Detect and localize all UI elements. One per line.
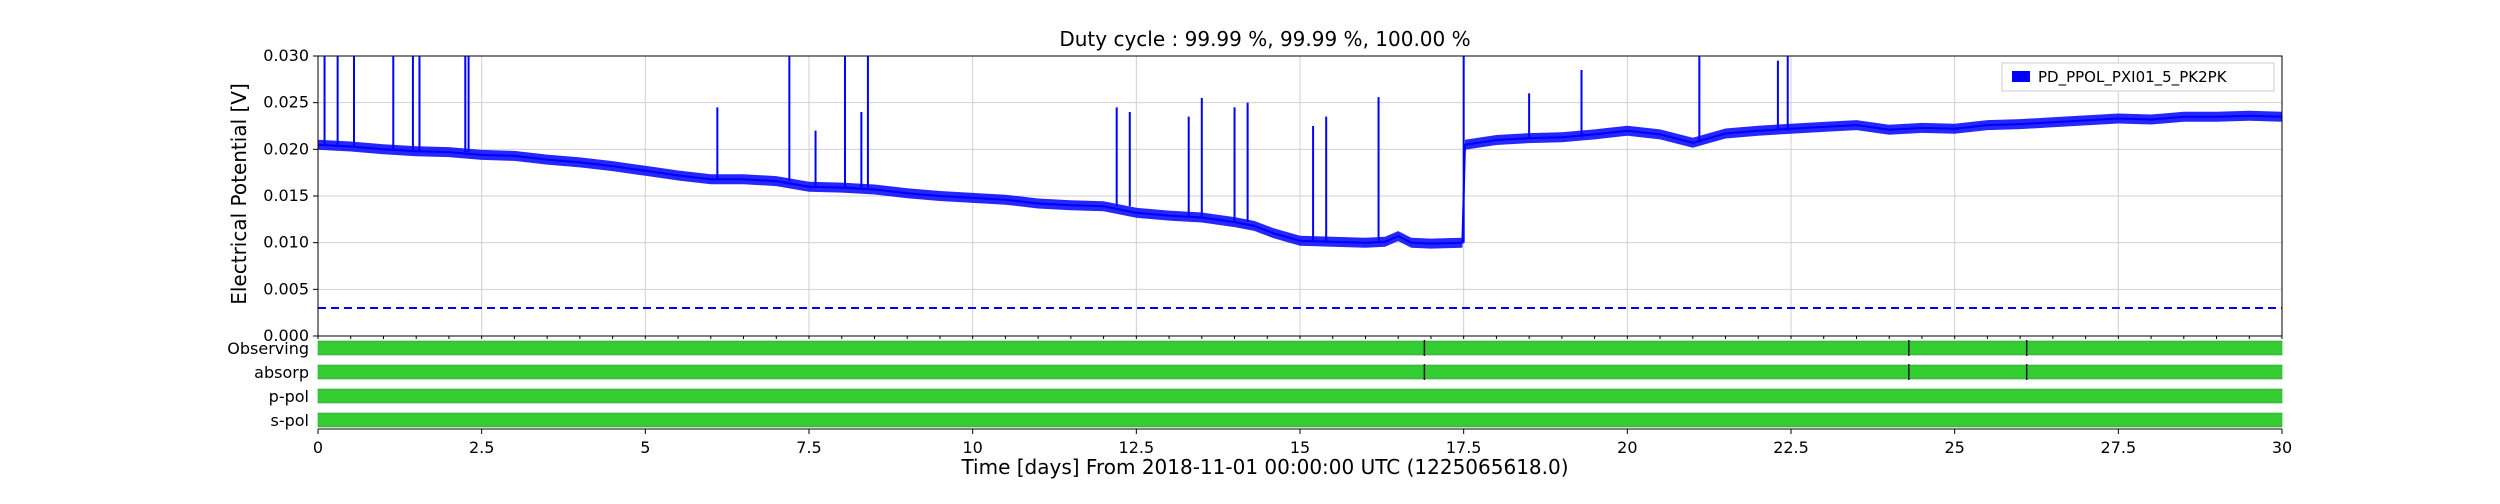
y-tick-label: 0.030 bbox=[263, 46, 309, 65]
chart-title: Duty cycle : 99.99 %, 99.99 %, 100.00 % bbox=[1059, 27, 1470, 51]
series-group bbox=[318, 56, 2282, 249]
legend-box bbox=[2001, 62, 2275, 92]
segment-row: absorp bbox=[254, 363, 2283, 382]
x-tick-label: 15 bbox=[1290, 438, 1310, 457]
segment-label: Observing bbox=[227, 339, 309, 358]
segment-row: Observing bbox=[227, 339, 2283, 358]
x-tick-label: 10 bbox=[962, 438, 982, 457]
segment-bar bbox=[317, 388, 2283, 404]
y-tick-label: 0.000 bbox=[263, 326, 309, 345]
segment-bar bbox=[317, 412, 2283, 428]
x-tick-label: 20 bbox=[1617, 438, 1637, 457]
x-tick-label: 2.5 bbox=[469, 438, 494, 457]
x-tick-label: 12.5 bbox=[1119, 438, 1155, 457]
x-tick-label: 5 bbox=[640, 438, 650, 457]
x-tick-label: 7.5 bbox=[796, 438, 821, 457]
x-tick-label: 25 bbox=[1944, 438, 1964, 457]
x-axis-label: Time [days] From 2018-11-01 00:00:00 UTC… bbox=[960, 455, 1568, 479]
segment-label: absorp bbox=[254, 363, 309, 382]
segment-row: p-pol bbox=[269, 387, 2283, 406]
legend-label: PD_PPOL_PXI01_5_PK2PK bbox=[2038, 68, 2228, 87]
segment-label: p-pol bbox=[269, 387, 309, 406]
y-tick-label: 0.020 bbox=[263, 139, 309, 158]
x-tick-label: 0 bbox=[313, 438, 323, 457]
x-tick-label: 17.5 bbox=[1446, 438, 1482, 457]
segment-label: s-pol bbox=[271, 411, 310, 430]
y-tick-label: 0.005 bbox=[263, 279, 309, 298]
y-tick-label: 0.010 bbox=[263, 233, 309, 252]
legend-swatch bbox=[2012, 71, 2030, 82]
y-tick-label: 0.015 bbox=[263, 186, 309, 205]
y-tick-label: 0.025 bbox=[263, 93, 309, 112]
x-tick-label: 30 bbox=[2272, 438, 2292, 457]
x-tick-label: 22.5 bbox=[1773, 438, 1809, 457]
y-axis-label: Electrical Potential [V] bbox=[227, 83, 251, 305]
legend: PD_PPOL_PXI01_5_PK2PK bbox=[2001, 62, 2275, 92]
x-tick-label: 27.5 bbox=[2101, 438, 2137, 457]
segment-bar bbox=[317, 364, 2283, 380]
segment-row: s-pol bbox=[271, 411, 2283, 430]
segment-bar bbox=[317, 340, 2283, 356]
series-line bbox=[318, 114, 2282, 245]
